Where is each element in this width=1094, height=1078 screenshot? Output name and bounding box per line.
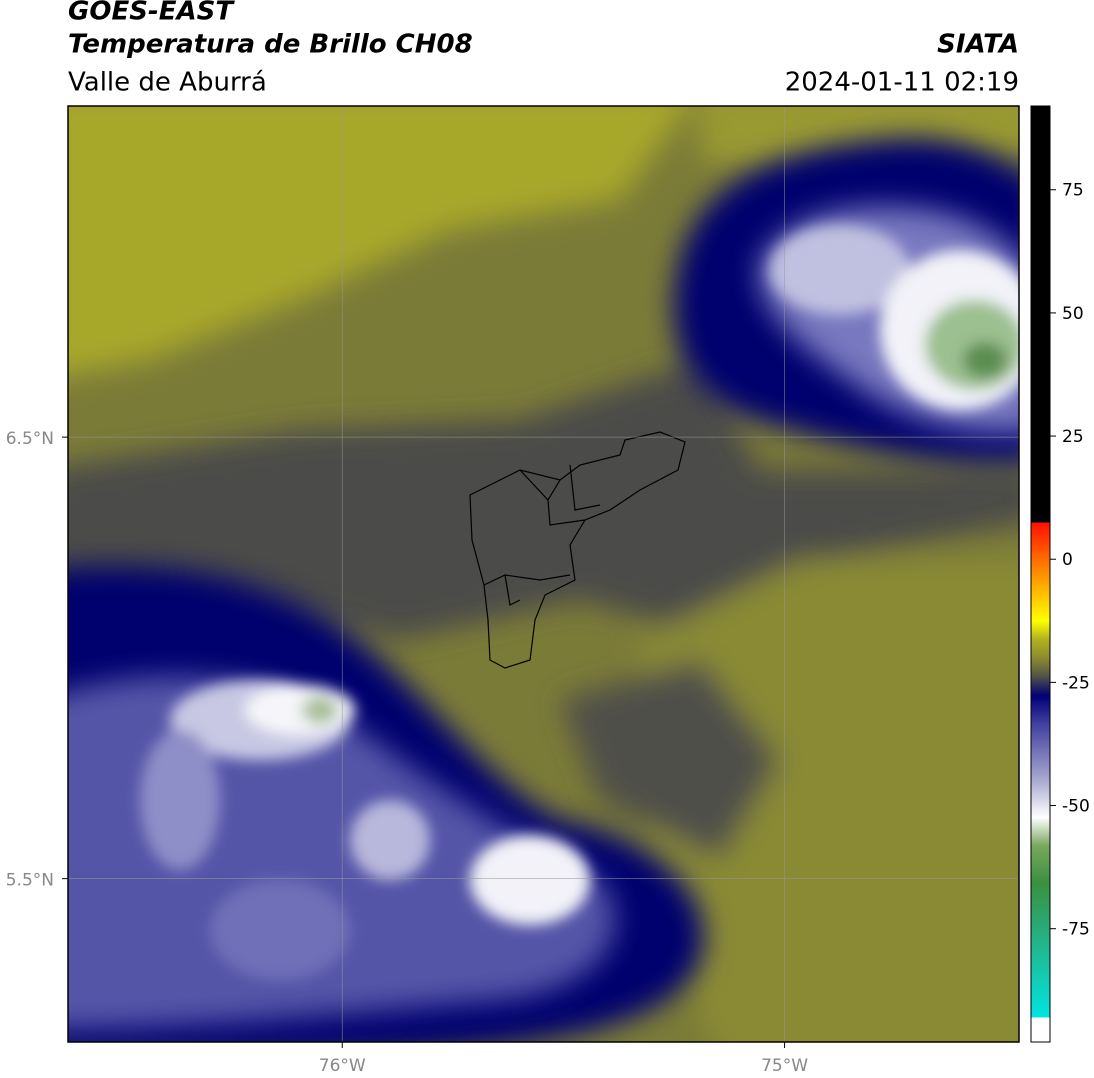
colorbar-tick-label: -50 xyxy=(1062,797,1090,817)
graticule xyxy=(68,106,1019,1042)
map-frame xyxy=(67,105,1020,1043)
region: Valle de Aburrá xyxy=(68,68,267,98)
colorbar-tick-label: 50 xyxy=(1062,304,1084,324)
colorbar-tick-label: 75 xyxy=(1062,181,1084,201)
map-imagery xyxy=(68,106,1019,1042)
source: SIATA xyxy=(937,30,1019,60)
lon-tick-label: 76°W xyxy=(319,1056,366,1076)
colorbar-tick-label: -75 xyxy=(1062,920,1090,940)
colorbar-tick-label: 0 xyxy=(1062,550,1073,570)
lat-tick-label: 5.5°N xyxy=(6,871,54,891)
subtitle: Temperatura de Brillo CH08 xyxy=(68,30,473,60)
colorbar-tick-label: 25 xyxy=(1062,427,1084,447)
lat-tick-label: 6.5°N xyxy=(6,429,54,449)
colorbar-tick-label: -25 xyxy=(1062,673,1090,693)
colorbar xyxy=(1030,105,1051,1043)
lon-tick-label: 75°W xyxy=(761,1056,808,1076)
datetime: 2024-01-11 02:19 xyxy=(785,68,1019,98)
title: GOES-EAST xyxy=(68,0,235,27)
